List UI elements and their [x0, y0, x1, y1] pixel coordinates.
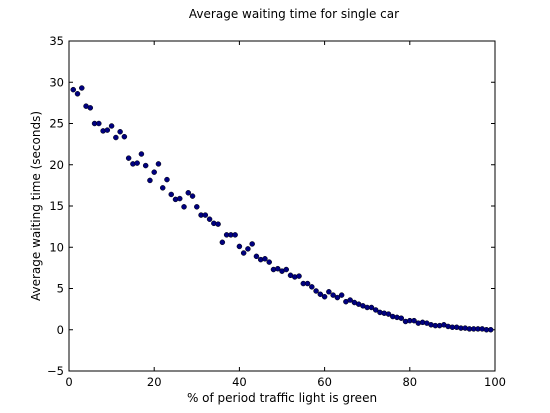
data-point: [104, 127, 111, 133]
data-point: [194, 204, 200, 210]
data-point: [117, 129, 123, 135]
data-points: [70, 85, 494, 333]
data-point: [321, 294, 328, 300]
data-point: [334, 294, 341, 301]
data-point: [385, 311, 392, 317]
data-point: [74, 91, 81, 97]
data-point: [219, 239, 226, 246]
data-point: [206, 216, 213, 222]
y-tick-label: 15: [49, 199, 64, 213]
data-point: [142, 162, 149, 169]
data-point: [368, 304, 375, 311]
data-point: [309, 284, 315, 290]
data-point: [262, 256, 268, 262]
data-point: [159, 185, 166, 191]
data-point: [236, 243, 243, 250]
data-point: [317, 291, 324, 298]
data-point: [347, 297, 353, 303]
data-point: [147, 177, 153, 184]
y-tick-label: 25: [49, 117, 64, 131]
chart-title: Average waiting time for single car: [189, 7, 399, 21]
y-tick-label: 35: [49, 34, 64, 48]
data-point: [398, 315, 405, 321]
data-point: [138, 151, 145, 157]
data-point: [326, 289, 332, 295]
y-tick-label: 5: [57, 282, 64, 296]
data-point: [108, 123, 115, 129]
x-tick-label: 80: [402, 375, 417, 389]
data-point: [113, 134, 119, 141]
y-tick-label: 30: [49, 75, 64, 89]
x-tick-label: 100: [484, 375, 506, 389]
data-point: [338, 292, 345, 298]
data-point: [121, 133, 128, 140]
data-point: [185, 190, 192, 196]
y-tick-label: 10: [49, 240, 64, 254]
x-tick-label: 0: [65, 375, 72, 389]
data-point: [330, 292, 336, 298]
plot-frame: [68, 40, 496, 372]
y-axis-title: Average waiting time (seconds): [29, 111, 43, 301]
data-point: [155, 161, 162, 167]
data-point: [79, 85, 85, 91]
data-point: [134, 160, 140, 166]
y-tick-label: 0: [57, 323, 64, 337]
x-tick-label: 60: [317, 375, 332, 389]
data-point: [177, 195, 183, 202]
data-point: [240, 250, 247, 256]
data-point: [411, 317, 417, 324]
data-point: [125, 155, 132, 161]
data-point: [96, 120, 102, 127]
data-point: [245, 246, 251, 252]
data-point: [168, 191, 174, 198]
data-point: [283, 266, 290, 273]
y-tick-label: 20: [49, 158, 64, 172]
data-point: [296, 273, 302, 279]
x-tick-label: 20: [147, 375, 162, 389]
data-point: [232, 232, 238, 238]
data-point: [304, 280, 311, 287]
y-tick-label: −5: [47, 364, 64, 378]
data-point: [266, 259, 272, 265]
data-point: [164, 176, 170, 183]
data-point: [215, 221, 221, 227]
x-tick-label: 40: [232, 375, 247, 389]
data-point: [151, 169, 157, 175]
data-point: [372, 307, 379, 313]
data-point: [202, 212, 209, 218]
data-point: [189, 193, 196, 199]
data-point: [253, 253, 260, 260]
data-point: [274, 265, 281, 272]
data-point: [70, 86, 77, 93]
x-axis-title: % of period traffic light is green: [187, 391, 377, 405]
data-point: [313, 288, 319, 294]
data-point: [181, 204, 187, 210]
data-point: [249, 241, 255, 247]
data-point: [487, 327, 494, 333]
data-point: [87, 105, 94, 111]
